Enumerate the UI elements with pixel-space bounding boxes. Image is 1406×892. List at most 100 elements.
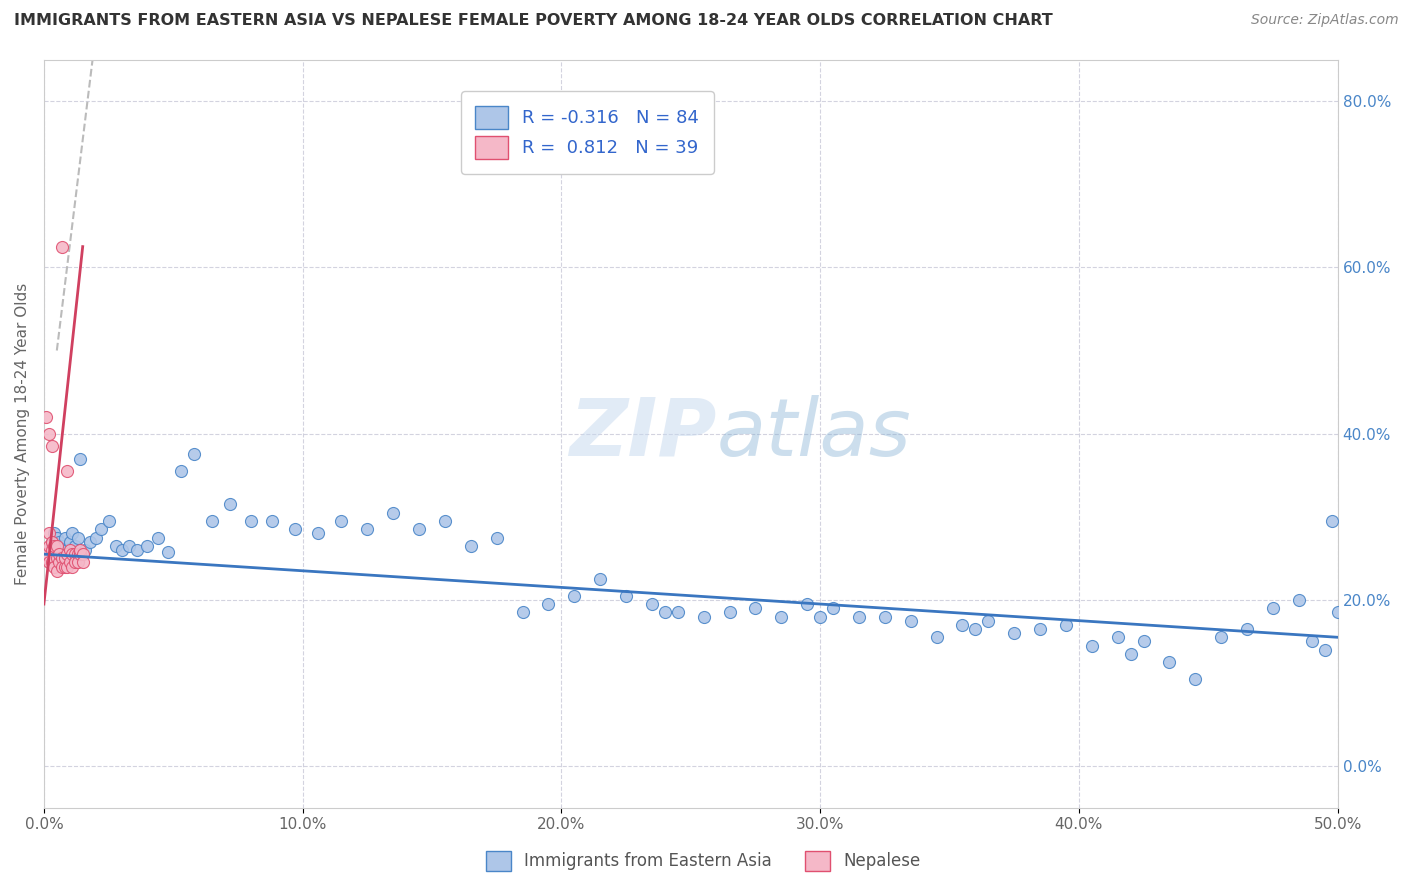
Point bbox=[41, 534, 63, 549]
Point bbox=[56, 547, 79, 561]
Point bbox=[1159, 655, 1181, 669]
Point bbox=[56, 559, 79, 574]
Point bbox=[56, 464, 79, 478]
Point bbox=[146, 531, 169, 545]
Point bbox=[63, 547, 86, 561]
Point bbox=[460, 539, 482, 553]
Point bbox=[219, 497, 242, 511]
Point bbox=[125, 543, 148, 558]
Point bbox=[433, 514, 456, 528]
Point bbox=[38, 426, 60, 441]
Point bbox=[44, 551, 66, 566]
Point bbox=[75, 543, 97, 558]
Point bbox=[614, 589, 637, 603]
Legend: R = -0.316   N = 84, R =  0.812   N = 39: R = -0.316 N = 84, R = 0.812 N = 39 bbox=[461, 91, 714, 174]
Point bbox=[53, 559, 76, 574]
Point bbox=[512, 605, 534, 619]
Point bbox=[641, 597, 664, 611]
Point bbox=[72, 547, 94, 561]
Point bbox=[44, 526, 66, 541]
Point bbox=[44, 539, 66, 553]
Point bbox=[53, 551, 76, 566]
Point bbox=[900, 614, 922, 628]
Point bbox=[1313, 642, 1336, 657]
Point bbox=[1236, 622, 1258, 636]
Point bbox=[66, 556, 89, 570]
Point bbox=[41, 539, 63, 553]
Point bbox=[105, 539, 128, 553]
Point bbox=[589, 572, 612, 586]
Point bbox=[654, 605, 676, 619]
Point bbox=[48, 547, 70, 561]
Text: atlas: atlas bbox=[717, 394, 911, 473]
Point bbox=[1029, 622, 1052, 636]
Point bbox=[69, 547, 91, 561]
Point bbox=[41, 556, 63, 570]
Point bbox=[51, 539, 73, 553]
Point bbox=[808, 609, 831, 624]
Point bbox=[183, 447, 205, 461]
Point bbox=[60, 547, 83, 561]
Point bbox=[744, 601, 766, 615]
Point bbox=[307, 526, 329, 541]
Point bbox=[59, 534, 82, 549]
Point bbox=[60, 526, 83, 541]
Point bbox=[1107, 630, 1129, 644]
Point bbox=[41, 439, 63, 453]
Point bbox=[45, 547, 67, 561]
Point bbox=[38, 547, 60, 561]
Point bbox=[848, 609, 870, 624]
Point bbox=[770, 609, 793, 624]
Point bbox=[72, 556, 94, 570]
Point bbox=[35, 551, 58, 566]
Point bbox=[51, 239, 73, 253]
Point bbox=[1184, 672, 1206, 686]
Point bbox=[56, 543, 79, 558]
Point bbox=[977, 614, 1000, 628]
Point bbox=[330, 514, 353, 528]
Point bbox=[408, 522, 430, 536]
Point bbox=[1054, 617, 1077, 632]
Point bbox=[38, 539, 60, 553]
Point bbox=[45, 539, 67, 553]
Point bbox=[537, 597, 560, 611]
Text: ZIP: ZIP bbox=[569, 394, 717, 473]
Point bbox=[38, 556, 60, 570]
Point bbox=[59, 556, 82, 570]
Point bbox=[118, 539, 141, 553]
Point bbox=[35, 551, 58, 566]
Point bbox=[170, 464, 193, 478]
Point bbox=[718, 605, 741, 619]
Text: IMMIGRANTS FROM EASTERN ASIA VS NEPALESE FEMALE POVERTY AMONG 18-24 YEAR OLDS CO: IMMIGRANTS FROM EASTERN ASIA VS NEPALESE… bbox=[14, 13, 1053, 29]
Point bbox=[1211, 630, 1233, 644]
Y-axis label: Female Poverty Among 18-24 Year Olds: Female Poverty Among 18-24 Year Olds bbox=[15, 283, 30, 585]
Point bbox=[157, 544, 180, 558]
Legend: Immigrants from Eastern Asia, Nepalese: Immigrants from Eastern Asia, Nepalese bbox=[477, 842, 929, 880]
Point bbox=[48, 556, 70, 570]
Point bbox=[1002, 626, 1025, 640]
Point bbox=[666, 605, 689, 619]
Point bbox=[44, 543, 66, 558]
Point bbox=[63, 556, 86, 570]
Point bbox=[356, 522, 378, 536]
Point bbox=[51, 559, 73, 574]
Point bbox=[53, 531, 76, 545]
Point bbox=[51, 551, 73, 566]
Point bbox=[692, 609, 714, 624]
Point bbox=[260, 514, 283, 528]
Point bbox=[63, 539, 86, 553]
Point bbox=[796, 597, 818, 611]
Point bbox=[873, 609, 896, 624]
Point bbox=[485, 531, 508, 545]
Point bbox=[1119, 647, 1142, 661]
Point bbox=[90, 522, 112, 536]
Point bbox=[69, 451, 91, 466]
Point bbox=[41, 534, 63, 549]
Point bbox=[201, 514, 224, 528]
Point bbox=[60, 559, 83, 574]
Point bbox=[1322, 514, 1344, 528]
Point bbox=[1081, 639, 1104, 653]
Point bbox=[925, 630, 948, 644]
Point bbox=[44, 559, 66, 574]
Point bbox=[45, 564, 67, 578]
